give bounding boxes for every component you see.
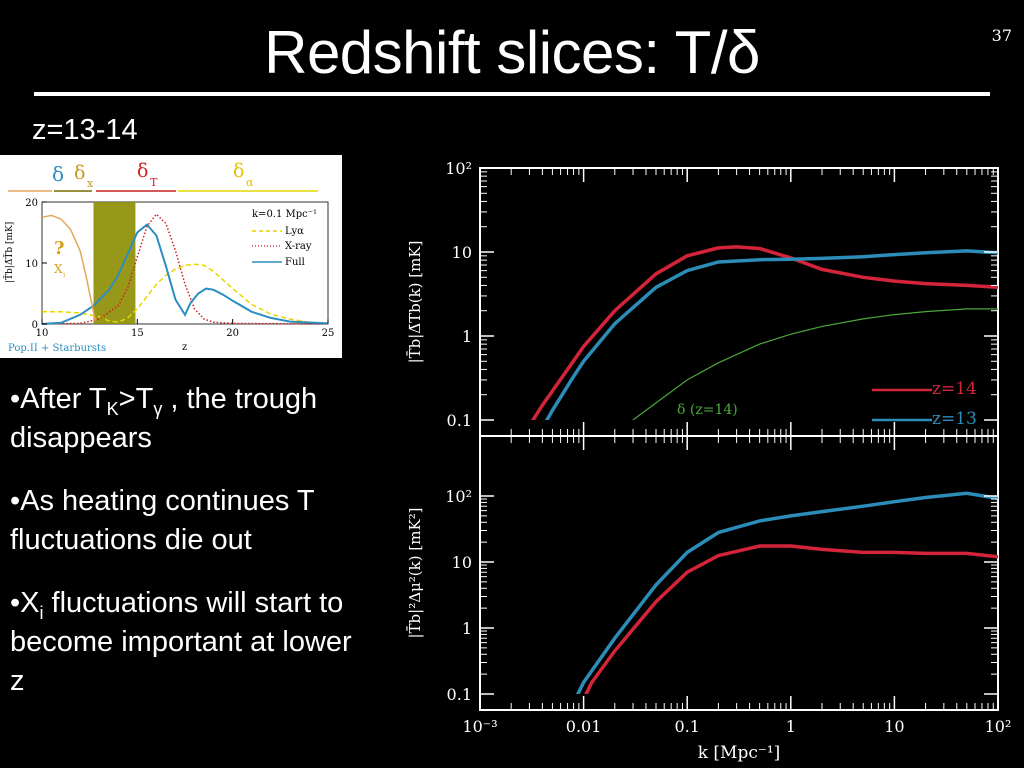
x-tick-label: 0.1 xyxy=(674,717,699,736)
inset-y-tick-label: 0 xyxy=(32,320,38,331)
x-tick-label: 10² xyxy=(985,717,1012,736)
inset-legend-full: Full xyxy=(285,257,305,268)
bottom-panel-series xyxy=(575,491,998,694)
inset-header: δ δ x δ T δ α xyxy=(8,160,318,192)
bullet-xi-fluctuations: •Xi fluctuations will start to become im… xyxy=(10,587,352,697)
inset-series-ly- xyxy=(42,263,329,325)
inset-x-tick-label: 20 xyxy=(226,328,239,339)
x-tick-label: 10 xyxy=(884,717,904,736)
top-series--z-14- xyxy=(632,308,998,420)
bottom-y-tick-label: 1 xyxy=(462,619,472,638)
legend-z14: z=14 xyxy=(932,379,977,399)
x-tick-label: 0.01 xyxy=(566,717,602,736)
delta-z14-annotation: δ (z=14) xyxy=(677,402,738,418)
inset-legend: k=0.1 Mpc⁻¹ Lyα X-ray Full xyxy=(252,209,317,268)
slide-title: Redshift slices: T/δ xyxy=(264,19,760,86)
inset-redshift-chart: δ δ x δ T δ α k=0.1 Mpc⁻¹ Lyα X-ray Full… xyxy=(0,155,342,358)
bottom-y-tick-label: 10² xyxy=(445,487,472,506)
bullet-heating-trough: •After TK>Tγ , the trough disappears xyxy=(10,383,318,454)
inset-delta-alpha-sub: α xyxy=(246,176,254,189)
top-y-tick-label: 10 xyxy=(452,243,472,262)
inset-legend-xray: X-ray xyxy=(285,241,312,252)
axis-ticks: 10² 10 1 0.1 10² 10 1 0.1 10⁻³ 0.01 0.1 1 10 10² xyxy=(445,159,1011,736)
top-y-tick-label: 0.1 xyxy=(447,411,472,430)
bottom-y-tick-label: 10 xyxy=(452,553,472,572)
inset-xi-sub: i xyxy=(63,271,66,279)
inset-x-tick-label: 15 xyxy=(131,328,144,339)
x-tick-label: 1 xyxy=(786,717,796,736)
bottom-y-axis-label: |T̄b|²Δμ²(k) [mK²] xyxy=(406,507,424,638)
inset-delta-t-sub: T xyxy=(150,176,158,189)
inset-x-tick-label: 25 xyxy=(322,328,335,339)
title-divider xyxy=(34,92,990,96)
x-tick-label: 10⁻³ xyxy=(462,717,497,736)
bullet-fluctuations-die-out: •As heating continues T fluctuations die… xyxy=(10,485,315,556)
top-y-tick-label: 10² xyxy=(445,159,472,178)
inset-y-axis-label: |T̄b|Δ̄T̄b [mK] xyxy=(3,222,15,283)
legend-z13: z=13 xyxy=(932,409,977,429)
bottom-series-z-14 xyxy=(584,544,998,694)
inset-xi-label: X xyxy=(54,262,63,276)
inset-highlight-band xyxy=(93,202,136,324)
slide-number: 37 xyxy=(991,26,1012,45)
top-panel-series xyxy=(530,245,998,420)
x-axis-label: k [Mpc⁻¹] xyxy=(698,743,781,763)
bottom-series-z-13 xyxy=(575,491,998,694)
inset-y-tick-label: 10 xyxy=(25,259,38,270)
bullet-list: •After TK>Tγ , the trough disappears •As… xyxy=(10,380,370,725)
inset-question-mark: ? xyxy=(54,238,65,259)
inset-y-tick-label: 20 xyxy=(25,198,38,209)
top-y-tick-label: 1 xyxy=(462,327,472,346)
redshift-range-label: z=13-14 xyxy=(32,114,138,146)
main-legend: z=14 z=13 xyxy=(872,379,977,429)
top-series-z-13 xyxy=(544,249,998,420)
bottom-y-tick-label: 0.1 xyxy=(447,685,472,704)
power-spectrum-figure: 10² 10 1 0.1 10² 10 1 0.1 10⁻³ 0.01 0.1 1 10 10² δ (z… xyxy=(384,152,1024,768)
inset-legend-lya: Lyα xyxy=(285,226,304,237)
inset-footer: Pop.II + Starbursts xyxy=(8,343,106,354)
inset-x-axis-label: z xyxy=(182,342,187,353)
inset-delta-x-label: δ xyxy=(74,162,85,184)
inset-delta-alpha-label: δ xyxy=(233,160,244,182)
inset-series-full xyxy=(41,223,329,325)
top-series-z-14 xyxy=(530,245,998,420)
inset-x-tick-label: 10 xyxy=(36,328,49,339)
inset-delta-t-label: δ xyxy=(137,160,148,182)
inset-delta-label: δ xyxy=(52,162,64,186)
top-y-axis-label: |T̄b|Δ̄Tb(k) [mK] xyxy=(406,241,424,364)
bottom-panel-frame xyxy=(479,435,999,711)
inset-series-xi xyxy=(41,214,97,322)
inset-legend-title: k=0.1 Mpc⁻¹ xyxy=(252,209,317,220)
inset-delta-x-sub: x xyxy=(87,177,94,190)
